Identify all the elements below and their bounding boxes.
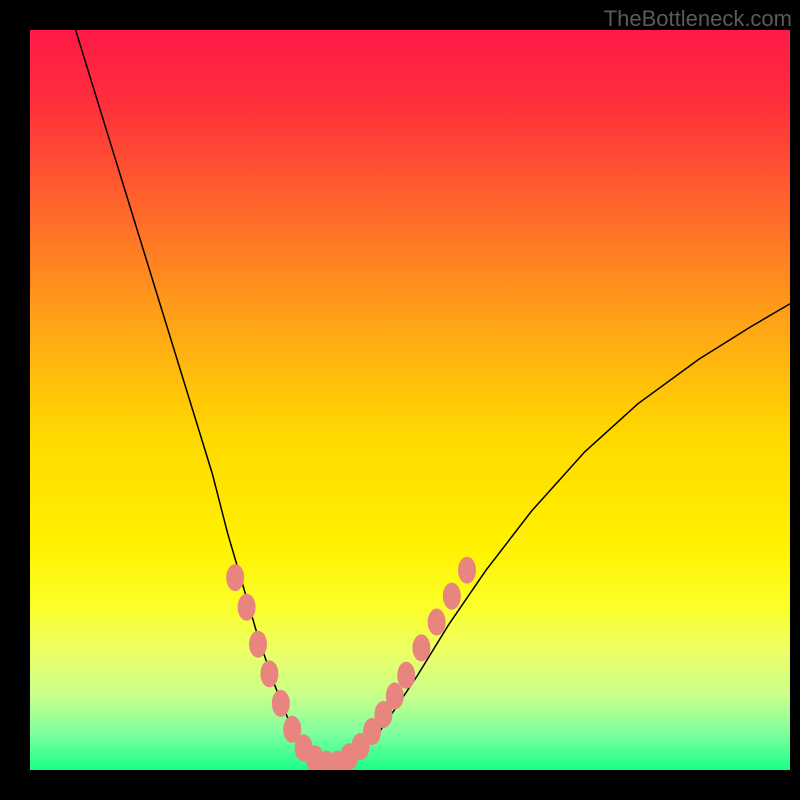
data-point — [443, 583, 461, 610]
plot-area — [30, 30, 790, 770]
data-point — [249, 631, 267, 658]
chart-frame: TheBottleneck.com — [0, 0, 800, 800]
data-point — [397, 662, 415, 689]
data-point — [386, 683, 404, 710]
data-point — [272, 690, 290, 717]
gradient-background — [30, 30, 790, 770]
data-point — [428, 609, 446, 636]
data-point — [238, 594, 256, 621]
data-point — [458, 557, 476, 584]
data-point — [226, 564, 244, 591]
watermark-label: TheBottleneck.com — [604, 6, 792, 32]
data-point — [412, 634, 430, 661]
chart-svg — [30, 30, 790, 770]
data-point — [260, 660, 278, 687]
